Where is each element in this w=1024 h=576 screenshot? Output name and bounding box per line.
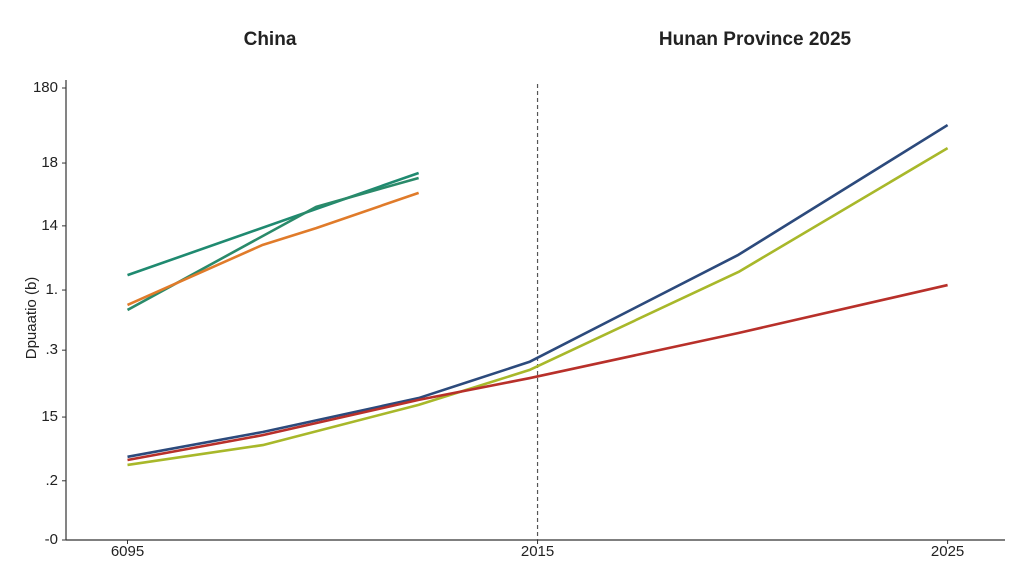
y-tick-label: -0 (45, 531, 58, 548)
x-tick-label: 2025 (931, 543, 964, 560)
panel-title: Hunan Province 2025 (659, 29, 852, 50)
series-line (127, 146, 949, 467)
y-tick-label: 14 (41, 217, 58, 234)
y-tick-label: .3 (45, 341, 58, 358)
series-line (126, 176, 419, 312)
y-tick-label: 1. (45, 281, 58, 298)
series-line (127, 171, 420, 277)
series-line (126, 191, 420, 307)
y-tick-label: 15 (41, 408, 58, 425)
y-tick-label: .2 (45, 472, 58, 489)
panel-title: China (244, 29, 297, 50)
series-line (127, 283, 948, 462)
series-line (127, 123, 949, 459)
y-tick-label: 18 (41, 154, 58, 171)
x-tick-label: 6095 (111, 543, 144, 560)
y-axis-label: Dpuaatio (b) (23, 277, 40, 360)
y-tick-label: 180 (33, 79, 58, 96)
x-tick-label: 2015 (521, 543, 554, 560)
